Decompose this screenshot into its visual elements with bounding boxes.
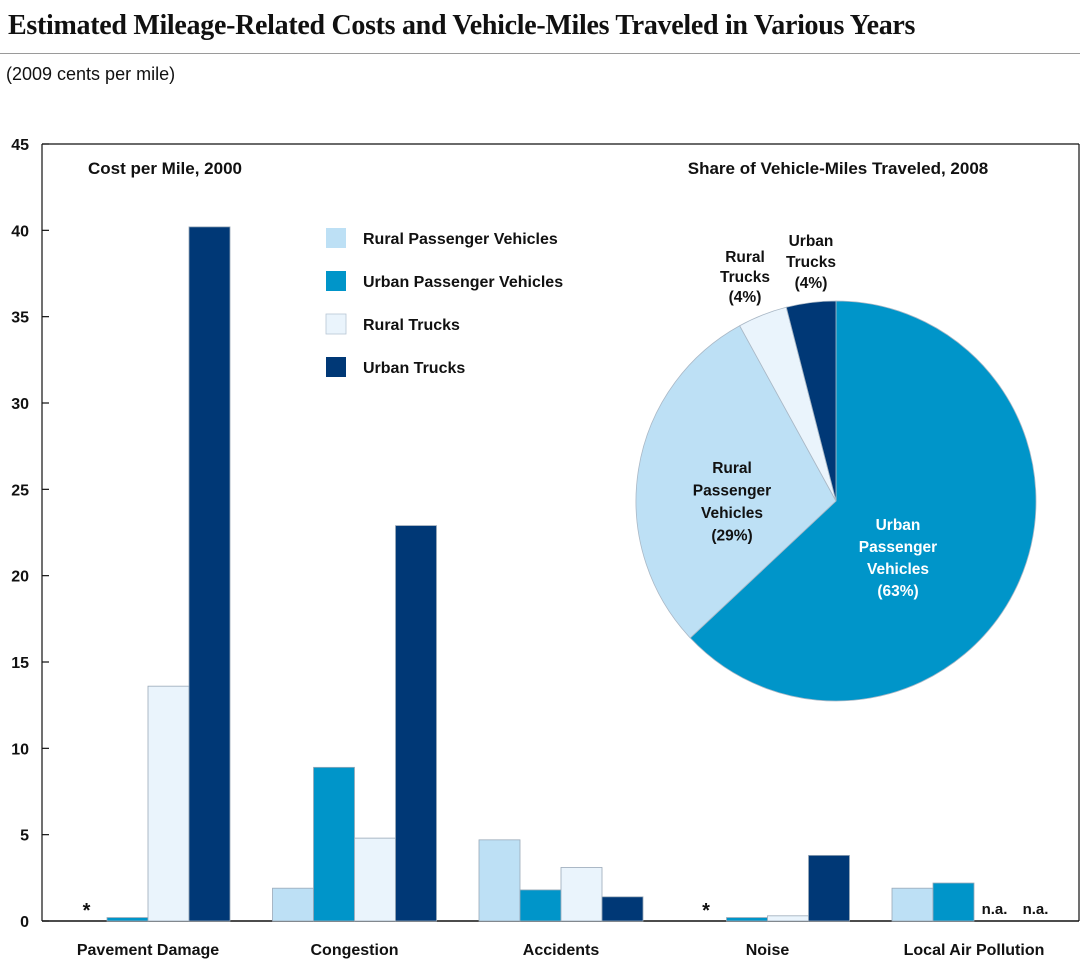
bar bbox=[478, 839, 521, 922]
pie-slice-label: Vehicles bbox=[701, 505, 763, 522]
bar-chart-title: Cost per Mile, 2000 bbox=[88, 159, 242, 178]
y-tick-label: 30 bbox=[11, 396, 29, 413]
bar-annotation: n.a. bbox=[982, 901, 1008, 918]
legend-swatch bbox=[325, 313, 347, 335]
legend-label: Rural Trucks bbox=[363, 317, 460, 334]
pie-slice-label: Passenger bbox=[859, 539, 937, 556]
pie-slice-label: Passenger bbox=[693, 483, 771, 500]
y-tick-label: 20 bbox=[11, 569, 29, 586]
y-tick-label: 40 bbox=[11, 223, 29, 240]
pie-slice-label: Vehicles bbox=[867, 561, 929, 578]
legend-label: Rural Passenger Vehicles bbox=[363, 231, 558, 248]
pie-chart-title: Share of Vehicle-Miles Traveled, 2008 bbox=[688, 159, 989, 178]
legend-label: Urban Trucks bbox=[363, 360, 465, 377]
y-tick-label: 25 bbox=[11, 482, 29, 499]
pie-slice-label: Trucks bbox=[720, 269, 770, 286]
bar bbox=[354, 837, 396, 922]
bar bbox=[272, 887, 314, 922]
pie-slice-label: Rural bbox=[725, 249, 765, 266]
bar-group: Pavement Damage Congestion Accidents Noise L… bbox=[77, 226, 1049, 959]
x-tick-label: Pavement Damage bbox=[77, 942, 219, 959]
x-tick-label: Congestion bbox=[311, 942, 399, 959]
bar bbox=[188, 226, 231, 922]
bar-annotation: * bbox=[83, 900, 91, 922]
legend-swatch bbox=[326, 228, 346, 248]
bar bbox=[891, 887, 934, 922]
pie-slice-label: Trucks bbox=[786, 254, 836, 271]
y-tick-label: 5 bbox=[20, 828, 29, 845]
pie-slice bbox=[785, 300, 837, 502]
bar bbox=[560, 867, 603, 922]
bar bbox=[313, 766, 355, 922]
pie-slice-label: (29%) bbox=[711, 528, 752, 545]
bar-annotation: n.a. bbox=[1023, 901, 1049, 918]
pie-chart: Urban Passenger Vehicles (63%) Rural Passenge… bbox=[635, 233, 1037, 702]
pie-slice bbox=[635, 325, 837, 639]
title-divider bbox=[0, 53, 1080, 54]
bar bbox=[601, 896, 644, 922]
y-tick-label: 0 bbox=[20, 914, 29, 931]
x-tick-label: Noise bbox=[746, 942, 790, 959]
legend-swatch bbox=[326, 357, 346, 377]
bar bbox=[395, 525, 437, 922]
pie-slice-label: (4%) bbox=[795, 275, 828, 292]
legend-swatch bbox=[326, 271, 346, 291]
pie-slice-label: (4%) bbox=[729, 289, 762, 306]
bar bbox=[726, 917, 768, 922]
pie-slice-label: Urban bbox=[876, 517, 921, 534]
bar bbox=[147, 685, 190, 922]
bar bbox=[767, 915, 809, 922]
bar bbox=[932, 882, 975, 922]
pie-slice-label: Rural bbox=[712, 460, 752, 477]
bar bbox=[808, 854, 850, 922]
legend-label: Urban Passenger Vehicles bbox=[363, 274, 563, 291]
y-tick-label: 15 bbox=[11, 655, 29, 672]
chart-legend: Rural Passenger Vehicles Urban Passenger … bbox=[325, 228, 563, 377]
pie-slice bbox=[689, 300, 1037, 702]
page-title: Estimated Mileage-Related Costs and Vehi… bbox=[8, 10, 916, 41]
bar bbox=[106, 917, 149, 922]
bar-annotation: * bbox=[702, 900, 710, 922]
y-tick-label: 45 bbox=[11, 137, 29, 154]
x-tick-label: Accidents bbox=[523, 942, 600, 959]
x-tick-label: Local Air Pollution bbox=[904, 942, 1045, 959]
pie-slice-label: Urban bbox=[789, 233, 834, 250]
y-tick-label: 35 bbox=[11, 310, 29, 327]
bar bbox=[519, 889, 562, 922]
y-tick-label: 10 bbox=[11, 741, 29, 758]
pie-slice-label: (63%) bbox=[877, 583, 918, 600]
page-subtitle: (2009 cents per mile) bbox=[6, 64, 176, 84]
